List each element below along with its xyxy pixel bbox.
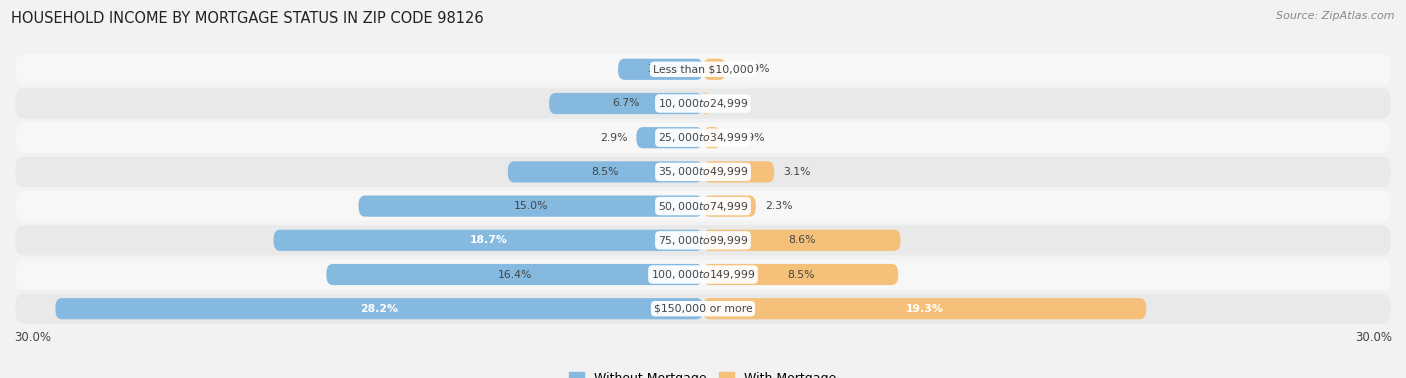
Text: HOUSEHOLD INCOME BY MORTGAGE STATUS IN ZIP CODE 98126: HOUSEHOLD INCOME BY MORTGAGE STATUS IN Z… xyxy=(11,11,484,26)
Text: 2.3%: 2.3% xyxy=(765,201,793,211)
FancyBboxPatch shape xyxy=(508,161,703,183)
Text: 30.0%: 30.0% xyxy=(1355,331,1392,344)
FancyBboxPatch shape xyxy=(15,88,1391,119)
FancyBboxPatch shape xyxy=(15,122,1391,153)
Text: $75,000 to $99,999: $75,000 to $99,999 xyxy=(658,234,748,247)
Text: 18.7%: 18.7% xyxy=(470,235,508,245)
FancyBboxPatch shape xyxy=(55,298,703,319)
FancyBboxPatch shape xyxy=(637,127,703,148)
Text: 16.4%: 16.4% xyxy=(498,270,531,279)
FancyBboxPatch shape xyxy=(15,225,1391,256)
Text: 0.79%: 0.79% xyxy=(730,133,765,143)
FancyBboxPatch shape xyxy=(15,54,1391,84)
Text: 28.2%: 28.2% xyxy=(360,304,398,314)
Text: 3.1%: 3.1% xyxy=(783,167,811,177)
FancyBboxPatch shape xyxy=(15,294,1391,324)
Text: Less than $10,000: Less than $10,000 xyxy=(652,64,754,74)
Legend: Without Mortgage, With Mortgage: Without Mortgage, With Mortgage xyxy=(564,367,842,378)
FancyBboxPatch shape xyxy=(15,191,1391,221)
FancyBboxPatch shape xyxy=(550,93,703,114)
FancyBboxPatch shape xyxy=(703,298,1146,319)
Text: 8.5%: 8.5% xyxy=(592,167,619,177)
FancyBboxPatch shape xyxy=(703,264,898,285)
Text: 3.7%: 3.7% xyxy=(647,64,675,74)
Text: 0.99%: 0.99% xyxy=(735,64,769,74)
FancyBboxPatch shape xyxy=(274,230,703,251)
FancyBboxPatch shape xyxy=(359,195,703,217)
Text: 0.22%: 0.22% xyxy=(717,99,752,108)
Text: $100,000 to $149,999: $100,000 to $149,999 xyxy=(651,268,755,281)
FancyBboxPatch shape xyxy=(702,93,710,114)
Text: $10,000 to $24,999: $10,000 to $24,999 xyxy=(658,97,748,110)
Text: 15.0%: 15.0% xyxy=(513,201,548,211)
FancyBboxPatch shape xyxy=(703,127,721,148)
FancyBboxPatch shape xyxy=(15,259,1391,290)
FancyBboxPatch shape xyxy=(619,59,703,80)
Text: 19.3%: 19.3% xyxy=(905,304,943,314)
Text: 8.5%: 8.5% xyxy=(787,270,814,279)
FancyBboxPatch shape xyxy=(703,59,725,80)
Text: 8.6%: 8.6% xyxy=(787,235,815,245)
Text: $35,000 to $49,999: $35,000 to $49,999 xyxy=(658,166,748,178)
Text: $25,000 to $34,999: $25,000 to $34,999 xyxy=(658,131,748,144)
FancyBboxPatch shape xyxy=(326,264,703,285)
Text: Source: ZipAtlas.com: Source: ZipAtlas.com xyxy=(1277,11,1395,21)
FancyBboxPatch shape xyxy=(15,157,1391,187)
FancyBboxPatch shape xyxy=(703,195,756,217)
Text: 2.9%: 2.9% xyxy=(600,133,627,143)
Text: 6.7%: 6.7% xyxy=(613,99,640,108)
Text: $50,000 to $74,999: $50,000 to $74,999 xyxy=(658,200,748,212)
Text: 30.0%: 30.0% xyxy=(14,331,51,344)
Text: $150,000 or more: $150,000 or more xyxy=(654,304,752,314)
FancyBboxPatch shape xyxy=(703,230,900,251)
FancyBboxPatch shape xyxy=(703,161,775,183)
